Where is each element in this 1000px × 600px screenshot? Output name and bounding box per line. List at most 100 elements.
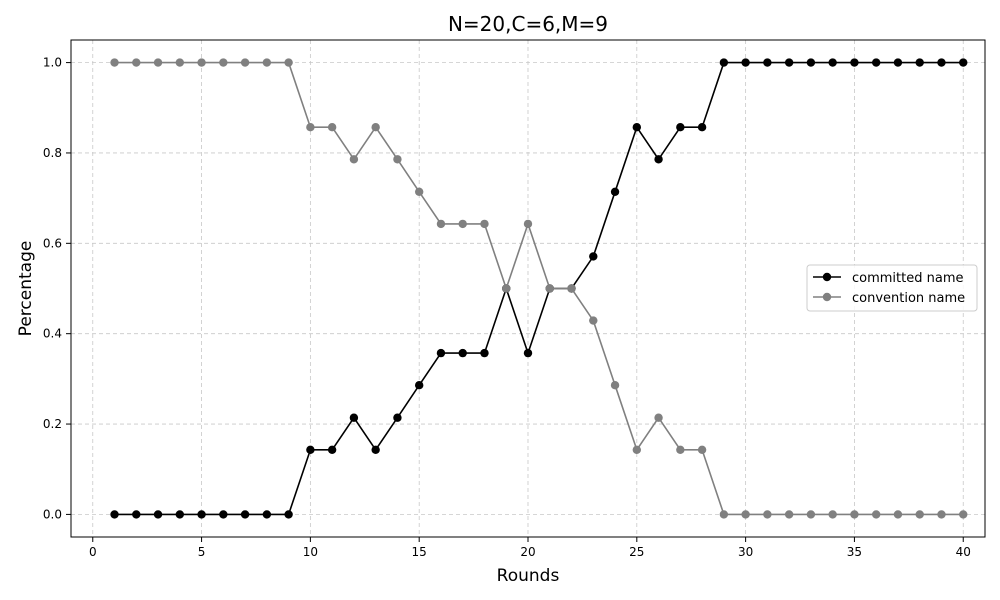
x-tick-label: 15 <box>412 545 427 559</box>
data-point <box>414 187 424 197</box>
data-point <box>893 510 903 519</box>
data-point <box>175 510 185 519</box>
data-point <box>480 348 489 358</box>
data-point <box>371 445 380 454</box>
data-point <box>523 348 533 358</box>
data-point <box>132 58 141 67</box>
legend-marker <box>822 272 832 282</box>
data-point <box>110 58 119 67</box>
data-point <box>262 58 272 67</box>
x-tick-label: 40 <box>956 545 971 559</box>
data-point <box>110 510 119 519</box>
x-tick-label: 5 <box>198 545 206 559</box>
data-point <box>871 510 881 519</box>
data-point <box>937 510 946 519</box>
data-point <box>959 510 968 519</box>
ticks-layer: 0 5 10 15 20 25 30 35 40 0.0 0.2 0.4 0.6 0.8 1.0 <box>43 56 971 559</box>
data-point <box>219 510 228 519</box>
data-point <box>567 284 576 293</box>
data-point <box>306 445 315 454</box>
data-point <box>284 510 293 519</box>
data-point <box>632 123 642 132</box>
y-tick-label: 1.0 <box>43 56 62 70</box>
series-line <box>114 61 964 516</box>
data-point <box>632 445 642 454</box>
data-point <box>240 58 250 67</box>
data-point <box>393 155 402 164</box>
chart-title: N=20,C=6,M=9 <box>448 12 608 36</box>
data-point <box>915 510 924 519</box>
data-point <box>697 123 707 132</box>
data-point <box>327 445 337 454</box>
x-tick-label: 25 <box>629 545 644 559</box>
data-point <box>589 252 598 261</box>
y-tick-label: 0.0 <box>43 507 62 521</box>
data-point <box>219 58 228 67</box>
data-point <box>306 123 315 132</box>
data-point <box>719 58 729 67</box>
series-convention-name <box>110 58 968 519</box>
series-layer <box>110 58 968 519</box>
data-point <box>741 510 750 519</box>
x-tick-label: 30 <box>738 545 753 559</box>
data-point <box>763 58 772 67</box>
data-point <box>654 155 663 164</box>
x-tick-label: 10 <box>303 545 318 559</box>
data-point <box>893 58 903 67</box>
data-point <box>132 510 141 519</box>
legend-label: committed name <box>852 271 963 286</box>
data-point <box>327 123 337 132</box>
data-point <box>393 413 402 422</box>
data-point <box>850 510 859 519</box>
data-point <box>502 284 511 293</box>
data-point <box>741 58 750 67</box>
data-point <box>589 316 598 325</box>
x-axis-label: Rounds <box>497 566 560 586</box>
data-point <box>697 445 707 454</box>
data-point <box>436 219 446 229</box>
data-point <box>784 510 794 519</box>
data-point <box>414 380 424 390</box>
data-point <box>871 58 881 67</box>
data-point <box>784 58 794 67</box>
data-point <box>523 219 533 229</box>
data-point <box>436 348 446 358</box>
legend-box <box>806 264 978 312</box>
data-point <box>175 58 185 67</box>
data-point <box>458 348 467 358</box>
data-point <box>719 510 729 519</box>
data-point <box>153 58 163 67</box>
x-tick-label: 0 <box>89 545 97 559</box>
y-tick-label: 0.2 <box>43 417 62 431</box>
y-tick-label: 0.8 <box>43 146 62 160</box>
data-point <box>284 58 293 67</box>
data-point <box>915 58 924 67</box>
data-point <box>240 510 250 519</box>
data-point <box>197 58 206 67</box>
data-point <box>828 58 837 67</box>
data-point <box>959 58 968 67</box>
data-point <box>937 58 946 67</box>
data-point <box>676 123 685 132</box>
data-point <box>458 219 467 229</box>
legend-label: convention name <box>852 291 965 306</box>
data-point <box>197 510 206 519</box>
data-point <box>153 510 163 519</box>
data-point <box>828 510 837 519</box>
data-point <box>806 58 816 67</box>
legend-marker <box>822 292 832 302</box>
series-line <box>114 61 964 516</box>
data-point <box>763 510 772 519</box>
series-committed-name <box>110 58 968 519</box>
data-point <box>806 510 816 519</box>
y-tick-label: 0.6 <box>43 236 62 250</box>
data-point <box>262 510 272 519</box>
x-tick-label: 20 <box>520 545 535 559</box>
data-point <box>545 284 554 293</box>
data-point <box>480 219 489 229</box>
data-point <box>676 445 685 454</box>
data-point <box>850 58 859 67</box>
legend: committed name convention name <box>806 264 978 312</box>
x-tick-label: 35 <box>847 545 862 559</box>
